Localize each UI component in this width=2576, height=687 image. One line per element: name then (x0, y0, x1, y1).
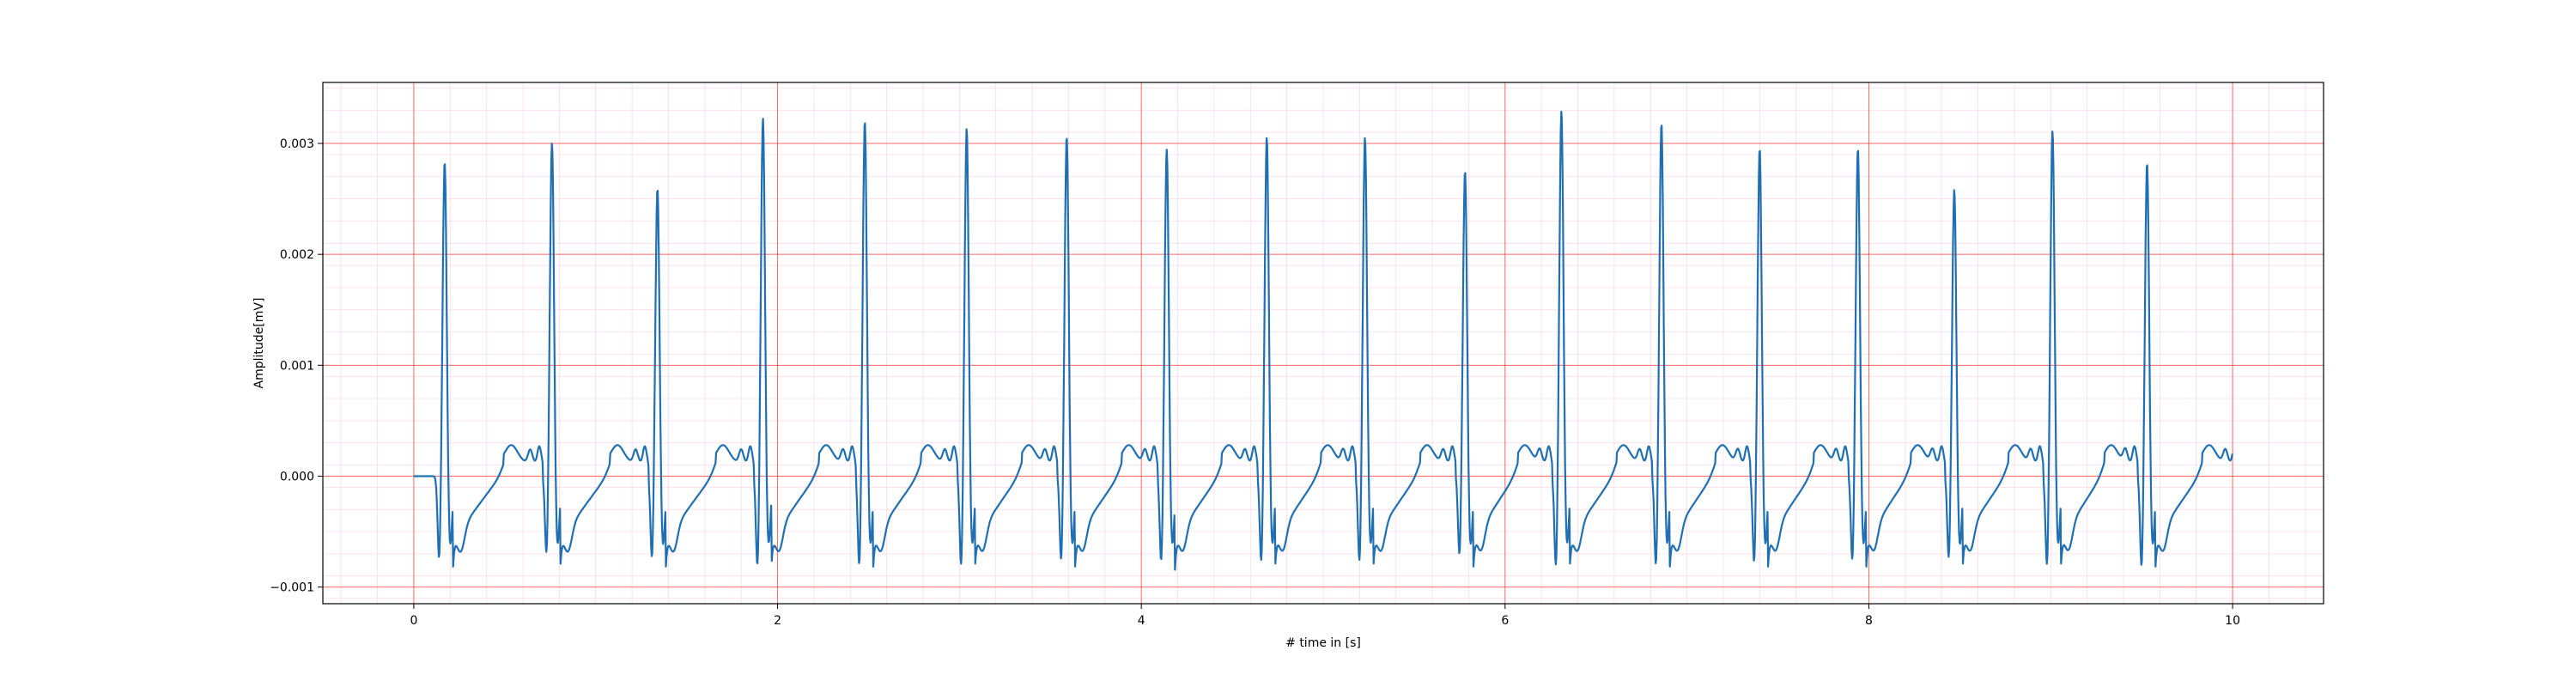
x-tick-label: 6 (1501, 614, 1509, 628)
r-peak-point (1066, 131, 1067, 132)
x-tick-label: 0 (410, 614, 417, 628)
r-peak-point (2147, 157, 2148, 159)
y-tick-label: −0.001 (270, 581, 314, 595)
x-tick-label: 8 (1865, 614, 1873, 628)
r-peak-point (551, 137, 553, 139)
y-tick-label: 0.000 (280, 470, 314, 483)
r-peak-point (966, 123, 968, 125)
plot-frame (322, 82, 2324, 605)
r-peak-point (1661, 117, 1662, 119)
r-peak-point (1364, 131, 1366, 133)
major-grid (323, 82, 2324, 604)
y-tick-label: 0.002 (280, 248, 314, 262)
r-peak-point (2051, 125, 2053, 126)
x-axis-label: # time in [s] (1285, 636, 1361, 650)
r-peak-point (657, 183, 659, 185)
r-peak-point (1953, 184, 1955, 185)
r-peak-point (1266, 131, 1267, 133)
r-peak-point (1857, 143, 1859, 144)
x-tick-label: 4 (1138, 614, 1145, 628)
r-peak-point (1464, 165, 1466, 167)
r-peak-point (1166, 143, 1168, 145)
r-peak-point (1560, 105, 1562, 106)
x-tick-label: 2 (774, 614, 781, 628)
ecg-series-line (413, 110, 2233, 571)
r-peak-point (1759, 143, 1760, 144)
series-layer (413, 105, 2233, 571)
minor-grid (323, 82, 2324, 604)
r-peak-point (762, 112, 764, 114)
x-axis-ticks: 0 2 4 6 8 10 (410, 604, 2240, 628)
r-peak-point (864, 115, 866, 117)
y-tick-label: 0.001 (280, 359, 314, 373)
y-axis-label: Amplitude[mV] (252, 298, 266, 389)
y-tick-label: 0.003 (280, 137, 314, 151)
r-peak-point (444, 156, 446, 158)
y-axis-ticks: −0.001 0.000 0.001 0.002 0.003 (270, 137, 323, 595)
x-tick-label: 10 (2225, 614, 2240, 628)
